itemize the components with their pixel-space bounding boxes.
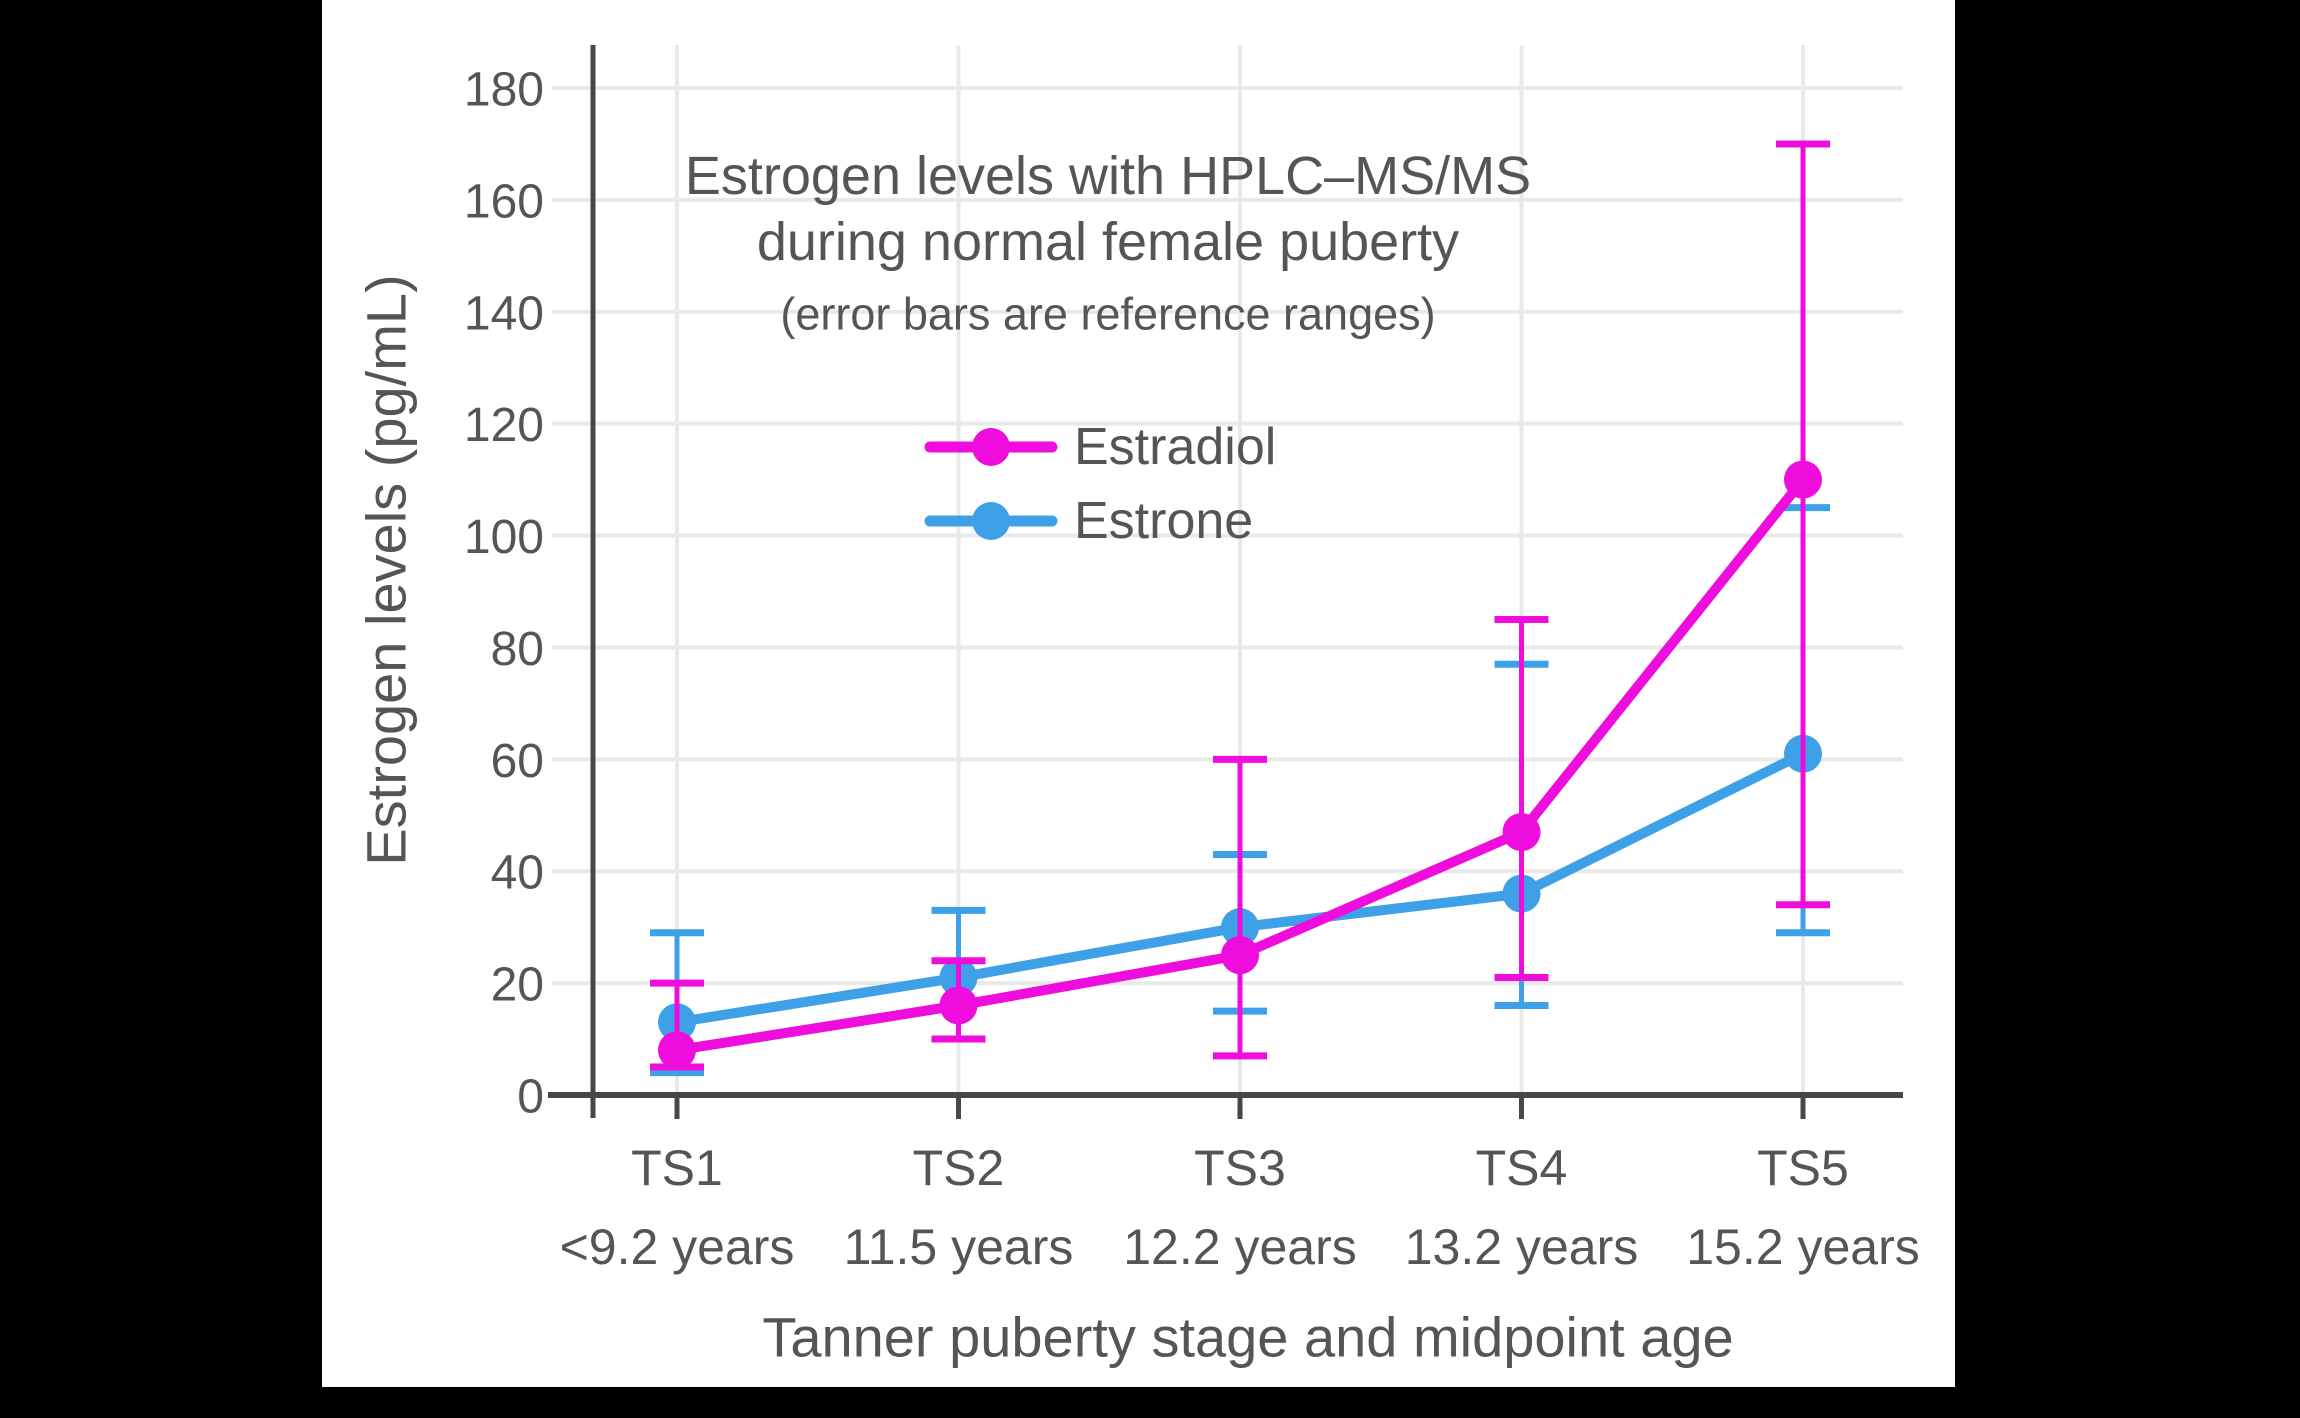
chart-subtitle: (error bars are reference ranges): [780, 289, 1435, 340]
estradiol-point-ts4: [1502, 813, 1541, 852]
y-tick-label-160: 160: [464, 175, 544, 228]
x-tick-label-ts3: TS3: [1194, 1140, 1286, 1196]
x-tick-label-ts4: TS4: [1476, 1140, 1568, 1196]
estrogen-line-chart: 0 20 40 60 80 100 120 140 160 180 TS1 TS2 TS3 TS4 TS5 <…: [355, 45, 1920, 1369]
axes: [548, 45, 1903, 1119]
estradiol-point-ts5: [1784, 460, 1822, 499]
chart-title-line2: during normal female puberty: [757, 212, 1459, 272]
x-axis-title: Tanner puberty stage and midpoint age: [762, 1306, 1733, 1369]
tick-labels: 0 20 40 60 80 100 120 140 160 180 TS1 TS2 TS3 TS4 TS5 <…: [464, 64, 1920, 1275]
legend-label-estrone: Estrone: [1074, 492, 1253, 550]
y-tick-label-80: 80: [491, 623, 544, 676]
y-tick-label-20: 20: [491, 959, 544, 1012]
x-age-label-5: 15.2 years: [1686, 1219, 1919, 1275]
estradiol-point-ts2: [939, 986, 978, 1025]
chart-canvas: 0 20 40 60 80 100 120 140 160 180 TS1 TS2 TS3 TS4 TS5 <…: [322, 0, 1955, 1387]
estradiol-point-ts3: [1221, 936, 1259, 975]
x-age-label-2: 11.5 years: [844, 1219, 1074, 1275]
series-layer: [650, 140, 1830, 1077]
estradiol-point-ts1: [658, 1031, 696, 1070]
legend-marker-estradiol: [972, 428, 1010, 466]
chart-title-line1: Estrogen levels with HPLC–MS/MS: [685, 146, 1531, 206]
y-tick-label-40: 40: [491, 847, 544, 900]
legend: Estradiol Estrone: [924, 418, 1276, 550]
y-tick-label-140: 140: [464, 287, 544, 340]
y-tick-label-120: 120: [464, 399, 544, 452]
y-axis-title: Estrogen levels (pg/mL): [355, 274, 418, 865]
x-tick-label-ts1: TS1: [631, 1140, 723, 1196]
y-tick-label-180: 180: [464, 64, 544, 117]
y-tick-label-100: 100: [464, 511, 544, 564]
legend-marker-estrone: [972, 502, 1010, 540]
x-age-label-3: 12.2 years: [1123, 1219, 1356, 1275]
x-tick-label-ts5: TS5: [1757, 1140, 1849, 1196]
x-age-label-4: 13.2 years: [1405, 1219, 1638, 1275]
x-tick-label-ts2: TS2: [913, 1140, 1005, 1196]
series-estradiol: [650, 140, 1830, 1071]
y-tick-label-0: 0: [517, 1071, 544, 1124]
x-age-label-1: <9.2 years: [560, 1219, 795, 1275]
y-tick-label-60: 60: [491, 735, 544, 788]
legend-label-estradiol: Estradiol: [1074, 418, 1276, 476]
